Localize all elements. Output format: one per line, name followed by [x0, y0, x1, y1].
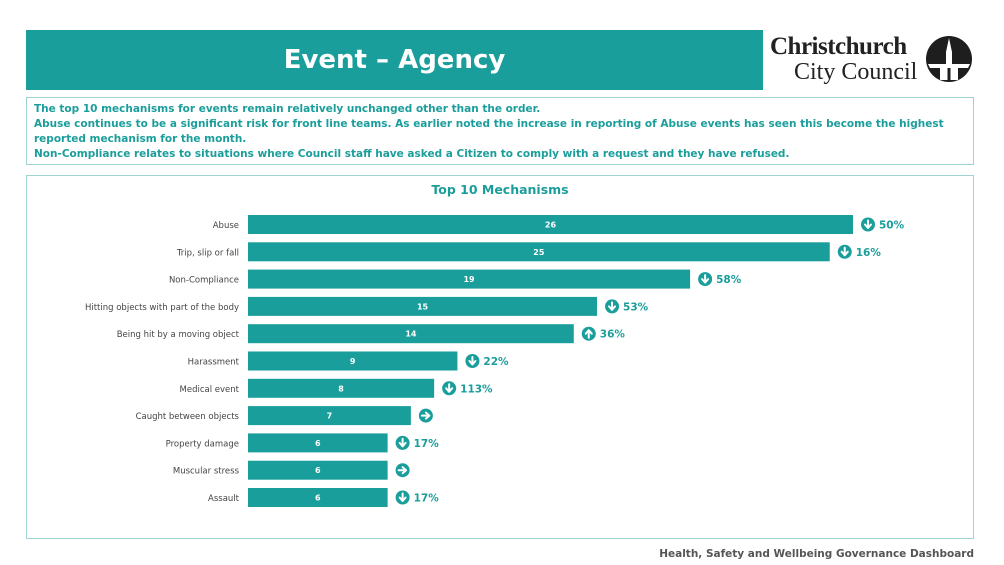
- trend-arrow-glyph: [397, 466, 408, 475]
- chart-title: Top 10 Mechanisms: [431, 182, 569, 197]
- logo-line2: City Council: [794, 59, 918, 85]
- page-title: Event – Agency: [26, 30, 763, 90]
- category-label: Non-Compliance: [169, 276, 239, 286]
- mechanisms-bar-chart: Abuse 26 50% Trip, slip or fall 25 16% Non-Com…: [85, 215, 905, 507]
- category-label: Medical event: [180, 385, 240, 395]
- bar: [248, 242, 830, 262]
- change-percent-label: 113%: [460, 383, 493, 395]
- trend-arrow-glyph: [445, 383, 454, 393]
- bar-value-label: 6: [315, 494, 321, 503]
- bar: [248, 215, 853, 234]
- category-label: Caught between objects: [136, 412, 240, 422]
- page-title-text: Event – Agency: [283, 45, 506, 75]
- change-percent-label: 58%: [716, 274, 742, 286]
- change-percent-label: 22%: [483, 356, 509, 368]
- commentary-line-2: Abuse continues to be a significant risk…: [34, 118, 944, 145]
- bar: [248, 460, 388, 480]
- change-percent-label: 16%: [856, 247, 882, 259]
- bar-value-label: 25: [533, 248, 545, 257]
- change-percent-label: 53%: [623, 301, 649, 313]
- trend-arrow-glyph: [864, 219, 872, 229]
- category-label: Trip, slip or fall: [176, 248, 239, 258]
- category-label: Property damage: [166, 439, 239, 449]
- bar: [248, 378, 435, 398]
- chart-panel: Top 10 Mechanisms Abuse 26 50% Trip, slip o…: [26, 175, 974, 539]
- commentary-line-1: The top 10 mechanisms for events remain …: [34, 103, 541, 115]
- bar-value-label: 15: [417, 302, 429, 311]
- logo-line1: Christchurch: [770, 33, 907, 60]
- trend-arrow-glyph: [701, 274, 710, 284]
- change-percent-label: 17%: [414, 438, 440, 450]
- bar: [248, 324, 574, 344]
- bar: [248, 406, 411, 426]
- trend-arrow-glyph: [584, 329, 593, 339]
- change-percent-label: 17%: [414, 493, 440, 505]
- bar: [248, 433, 388, 453]
- trend-arrow-glyph: [608, 301, 617, 311]
- category-label: Muscular stress: [173, 467, 240, 477]
- category-label: Abuse: [213, 221, 239, 231]
- category-label: Hitting objects with part of the body: [85, 303, 239, 313]
- council-logo: Christchurch City Council: [770, 32, 980, 88]
- bar-value-label: 6: [315, 439, 321, 448]
- footer-text: Health, Safety and Wellbeing Governance …: [659, 548, 974, 560]
- bar: [248, 269, 691, 289]
- bar-value-label: 14: [405, 330, 417, 339]
- trend-arrow-glyph: [398, 492, 407, 502]
- bar: [248, 296, 598, 316]
- bar-value-label: 7: [327, 412, 333, 421]
- trend-arrow-glyph: [840, 246, 849, 257]
- bar-value-label: 9: [350, 357, 356, 366]
- trend-arrow-glyph: [468, 356, 477, 366]
- bar-value-label: 6: [315, 466, 321, 475]
- bar-value-label: 26: [545, 221, 557, 230]
- commentary-line-3: Non-Compliance relates to situations whe…: [34, 148, 790, 160]
- trend-arrow-glyph: [420, 411, 431, 420]
- category-label: Assault: [208, 494, 240, 504]
- bar: [248, 488, 388, 507]
- change-percent-label: 36%: [600, 329, 626, 341]
- bar-value-label: 8: [338, 384, 344, 393]
- trend-arrow-glyph: [398, 437, 407, 448]
- category-label: Being hit by a moving object: [117, 330, 240, 340]
- commentary-box: The top 10 mechanisms for events remain …: [26, 97, 974, 165]
- bar-value-label: 19: [463, 275, 475, 284]
- category-label: Harassment: [188, 358, 240, 368]
- bar: [248, 351, 458, 371]
- cathedral-emblem-icon: [926, 36, 972, 82]
- change-percent-label: 50%: [879, 220, 905, 232]
